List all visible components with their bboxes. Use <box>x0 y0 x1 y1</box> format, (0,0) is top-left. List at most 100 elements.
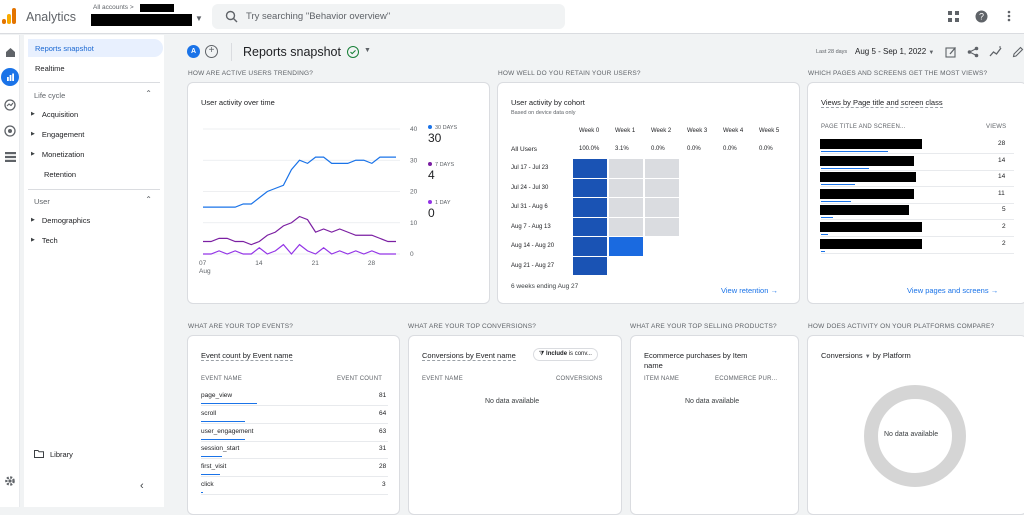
customize-report-icon[interactable] <box>945 46 957 58</box>
arrow-right-icon: → <box>990 286 999 295</box>
cohort-cell[interactable] <box>609 237 643 256</box>
views-bar <box>821 250 825 252</box>
cohort-all-users-label: All Users <box>511 146 538 153</box>
nav-engagement[interactable]: ▶ Engagement <box>24 125 84 143</box>
cohort-row-label: Aug 21 - Aug 27 <box>511 262 555 269</box>
cohort-cell[interactable] <box>753 159 787 178</box>
link-text: View retention <box>721 286 769 295</box>
conversions-card: Conversions by Event name ⧩ Include is c… <box>408 335 622 515</box>
cohort-cell[interactable] <box>573 198 607 217</box>
nav-acquisition[interactable]: ▶ Acquisition <box>24 105 78 123</box>
cohort-cell[interactable] <box>573 178 607 197</box>
section-platforms: HOW DOES ACTIVITY ON YOUR PLATFORMS COMP… <box>808 323 995 330</box>
nav-realtime[interactable]: Realtime <box>35 63 65 73</box>
cohort-cell[interactable] <box>645 217 679 236</box>
add-comparison-icon[interactable]: + <box>205 45 218 58</box>
account-chevron-down-icon[interactable]: ▼ <box>195 14 203 23</box>
share-icon[interactable] <box>967 46 979 58</box>
search-bar[interactable]: Try searching "Behavior overview" <box>212 4 565 29</box>
cohort-cell[interactable] <box>573 237 607 256</box>
cohort-cell[interactable] <box>609 159 643 178</box>
series-line-7-days <box>203 215 396 246</box>
home-icon[interactable] <box>3 45 17 59</box>
date-range-picker[interactable]: Aug 5 - Sep 1, 2022 ▼ <box>855 47 934 56</box>
platforms-title: Conversions ▼ by Platform <box>821 351 911 360</box>
platforms-metric-dropdown[interactable]: Conversions ▼ <box>821 351 871 360</box>
redacted-page-title <box>820 172 916 183</box>
legend-1-day: 1 DAY 0 <box>428 200 451 220</box>
configure-icon[interactable] <box>3 150 17 164</box>
nav-tech[interactable]: ▶ Tech <box>24 231 58 249</box>
reports-icon[interactable] <box>1 68 19 86</box>
expand-triangle-icon: ▶ <box>31 111 35 117</box>
platforms-empty: No data available <box>884 431 939 438</box>
advertising-icon[interactable] <box>3 124 17 138</box>
cohort-cell[interactable] <box>573 217 607 236</box>
views-bar <box>821 234 828 235</box>
row-divider <box>821 153 1014 154</box>
cohort-cell[interactable] <box>681 178 715 197</box>
products-col-purch: ECOMMERCE PUR... <box>715 376 778 382</box>
nav-demographics[interactable]: ▶ Demographics <box>24 211 90 229</box>
edit-pencil-icon[interactable] <box>1012 46 1024 58</box>
nav-monetization[interactable]: ▶ Monetization <box>24 145 84 163</box>
lifecycle-chevron-up-icon[interactable]: ⌃ <box>145 89 152 98</box>
comparison-avatar[interactable]: A <box>187 45 200 58</box>
cohort-cell[interactable] <box>573 159 607 178</box>
cohort-cell[interactable] <box>717 178 751 197</box>
folder-icon <box>34 450 44 458</box>
cohort-week-header: Week 5 <box>759 128 780 134</box>
search-placeholder: Try searching "Behavior overview" <box>246 11 391 22</box>
more-vert-icon[interactable] <box>1002 9 1016 23</box>
event-count: 31 <box>379 445 387 453</box>
search-icon <box>225 10 238 23</box>
help-icon[interactable]: ? <box>974 9 988 23</box>
apps-grid-icon[interactable] <box>946 9 960 23</box>
conversions-title: Conversions by Event name <box>422 351 516 361</box>
series-line-30-days <box>203 156 396 208</box>
collapse-nav-icon[interactable]: ‹ <box>140 480 144 492</box>
account-breadcrumb[interactable]: All accounts > <box>93 4 134 11</box>
redacted-page-title <box>820 188 914 199</box>
cohort-cell[interactable] <box>645 159 679 178</box>
user-chevron-up-icon[interactable]: ⌃ <box>145 195 152 204</box>
nav-retention[interactable]: Retention <box>44 169 77 179</box>
cohort-cell[interactable] <box>573 256 607 275</box>
arrow-right-icon: → <box>770 286 779 295</box>
row-divider <box>821 219 1014 221</box>
section-products: WHAT ARE YOUR TOP SELLING PRODUCTS? <box>630 323 777 330</box>
conversions-col-name: EVENT NAME <box>422 376 463 382</box>
insights-icon[interactable] <box>989 46 1002 58</box>
settings-gear-icon[interactable] <box>3 474 17 488</box>
events-col-count: EVENT COUNT <box>337 376 383 382</box>
nav-section-user[interactable]: User <box>34 197 50 206</box>
cohort-all-users-value: 3.1% <box>615 146 629 152</box>
platforms-card: Conversions ▼ by Platform No data availa… <box>807 335 1024 515</box>
nav-reports-snapshot[interactable]: Reports snapshot <box>28 39 163 57</box>
row-divider <box>201 458 388 460</box>
view-pages-link[interactable]: View pages and screens → <box>907 286 998 295</box>
cohort-cell[interactable] <box>609 217 643 236</box>
side-nav: Reports snapshot Realtime Life cycle ⌃ ▶… <box>24 35 164 507</box>
event-name: first_visit <box>201 463 227 471</box>
legend-value: 0 <box>428 206 435 220</box>
title-dropdown-icon[interactable]: ▼ <box>364 47 371 54</box>
redacted-property[interactable] <box>91 14 192 26</box>
cohort-cell[interactable] <box>609 178 643 197</box>
cohort-cell[interactable] <box>645 178 679 197</box>
nav-library[interactable]: Library <box>24 445 73 463</box>
check-circle-icon <box>347 46 359 58</box>
views-bar <box>821 217 833 219</box>
explore-icon[interactable] <box>3 98 17 112</box>
cohort-cell[interactable] <box>681 198 715 217</box>
cohort-cell[interactable] <box>645 198 679 217</box>
cohort-cell[interactable] <box>681 159 715 178</box>
nav-section-lifecycle[interactable]: Life cycle <box>34 91 66 100</box>
cohort-cell[interactable] <box>717 159 751 178</box>
conversion-filter-chip[interactable]: ⧩ Include is conv... <box>533 348 598 361</box>
cohort-cell[interactable] <box>609 198 643 217</box>
report-header: A + Reports snapshot ▼ Last 28 days Aug … <box>170 36 1024 68</box>
legend-text: 30 DAYS <box>435 125 458 131</box>
pages-card: Views by Page title and screen class PAG… <box>807 82 1024 304</box>
view-retention-link[interactable]: View retention → <box>721 286 778 295</box>
